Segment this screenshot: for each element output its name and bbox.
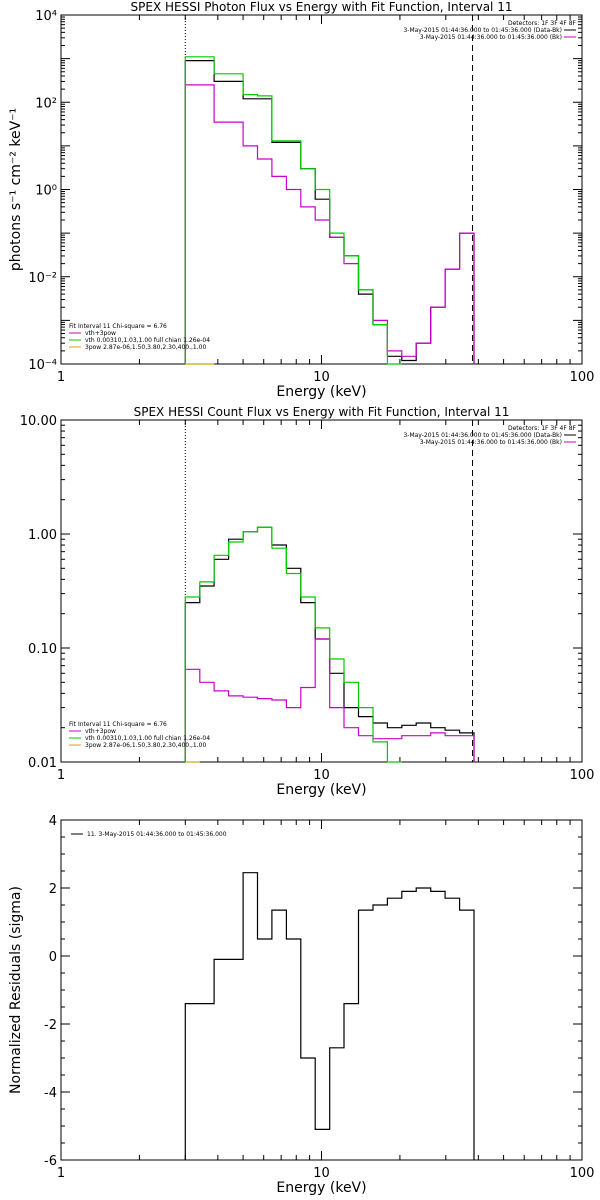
legend-entry: 3-May-2015 01:44:36.000 to 01:45:36.000 … (403, 27, 562, 34)
y-tick-label: 10² (35, 96, 57, 111)
y-tick-label: 0 (49, 950, 57, 965)
series-line-vth-3pow (184, 526, 402, 763)
chart-title: SPEX HESSI Photon Flux vs Energy with Fi… (131, 0, 513, 14)
legend-entry: 3pow 2.87e-06,1.50,3.80,2.30,400.,1.00 (85, 344, 206, 351)
legend-entry: vth+3pow (85, 330, 116, 337)
series-line-11-3-may-2015-01-44-36-000-to-01-45-36-000 (184, 872, 475, 1160)
legend-entry: 3-May-2015 01:44:36.000 to 01:45:36.000 … (420, 439, 562, 446)
legend-header: Detectors: 1F 3F 4F 8F (508, 425, 577, 432)
legend-entry: 3-May-2015 01:44:36.000 to 01:45:36.000 … (420, 34, 562, 41)
y-tick-label: 10⁻² (28, 271, 57, 286)
legend-entry: vth 0.00310,1.03,1.00 full chian 1.26e-0… (85, 735, 210, 742)
legend-header: Detectors: 1F 3F 4F 8F (508, 20, 577, 27)
x-tick-label: 1 (57, 370, 65, 385)
y-axis-label: Normalized Residuals (sigma) (8, 886, 24, 1094)
y-tick-label: 10⁻⁴ (28, 358, 57, 373)
y-tick-label: 10.00 (20, 414, 57, 429)
legend-entry: vth+3pow (85, 728, 116, 735)
x-tick-label: 10 (313, 1166, 330, 1181)
legend-header: Fit Interval 11 Chi-square = 6.76 (69, 721, 167, 728)
x-axis-label: Energy (keV) (276, 1180, 366, 1196)
legend-header: Fit Interval 11 Chi-square = 6.76 (69, 323, 167, 330)
y-tick-label: 0.01 (28, 756, 57, 771)
x-tick-label: 1 (57, 1166, 65, 1181)
y-tick-label: 2 (49, 882, 57, 897)
y-tick-label: 0.10 (28, 642, 57, 657)
y-tick-label: -4 (44, 1086, 57, 1101)
x-tick-label: 100 (570, 370, 595, 385)
y-tick-label: 1.00 (28, 528, 57, 543)
x-axis-label: Energy (keV) (276, 384, 366, 400)
legend-entry: 3-May-2015 01:44:36.000 to 01:45:36.000 … (403, 432, 562, 439)
chart-title: SPEX HESSI Count Flux vs Energy with Fit… (134, 405, 510, 419)
x-tick-label: 100 (570, 768, 595, 783)
series-line-vth-3pow (184, 56, 402, 365)
x-tick-label: 100 (570, 1166, 595, 1181)
y-axis-label: photons s⁻¹ cm⁻² keV⁻¹ (8, 108, 24, 271)
x-tick-label: 10 (313, 768, 330, 783)
y-tick-label: 4 (49, 814, 57, 829)
series-line-bk (184, 638, 475, 762)
legend-entry: 11. 3-May-2015 01:44:36.000 to 01:45:36.… (87, 831, 227, 838)
legend-entry: vth 0.00310,1.03,1.00 full chian 1.26e-0… (85, 337, 210, 344)
plot-frame (60, 819, 583, 1161)
plot-frame (60, 419, 583, 763)
x-tick-label: 10 (313, 370, 330, 385)
y-tick-label: -6 (44, 1154, 57, 1169)
x-axis-label: Energy (keV) (276, 782, 366, 798)
y-tick-label: 10⁰ (35, 184, 57, 199)
series-line-bk (184, 84, 475, 364)
y-tick-label: 10⁴ (35, 9, 57, 24)
x-tick-label: 1 (57, 768, 65, 783)
legend-entry: 3pow 2.87e-06,1.50,3.80,2.30,400.,1.00 (85, 742, 206, 749)
y-tick-label: -2 (44, 1018, 57, 1033)
